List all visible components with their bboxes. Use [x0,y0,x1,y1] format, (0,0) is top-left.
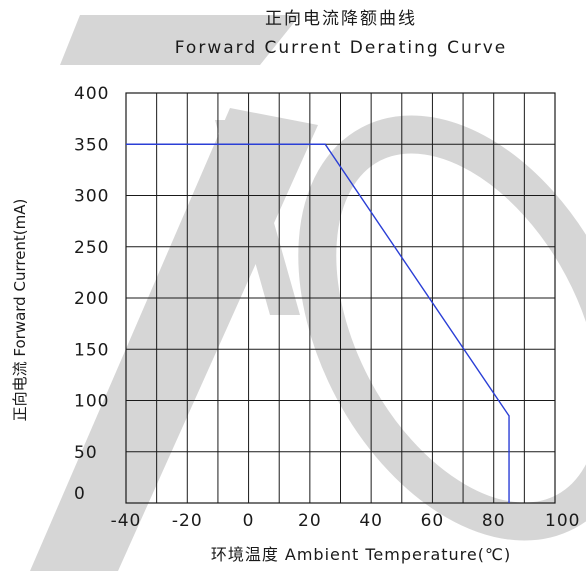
chart-subtitle: Forward Current Derating Curve [175,38,508,58]
x-tick-label: 20 [298,511,322,531]
watermark-stroke [60,15,300,65]
x-tick-labels: -40 -20 0 20 40 60 80 100 [111,511,580,531]
grid [125,92,556,504]
y-tick-label: 250 [74,238,109,258]
x-tick-label: 100 [545,511,580,531]
y-tick-labels: 0 50 100 150 200 250 300 350 400 [74,84,109,504]
watermark-logo [30,15,586,571]
plot-frame [125,92,556,504]
y-tick-label: 50 [74,443,98,463]
x-tick-label: 60 [421,511,445,531]
chart-title: 正向电流降额曲线 [265,9,417,29]
y-axis-label: 正向电流 Forward Current(mA) [11,199,29,422]
series-layer [126,143,510,503]
series-line [126,143,510,503]
x-tick-label: 40 [359,511,383,531]
y-tick-label: 0 [74,484,86,504]
y-tick-label: 100 [74,392,109,412]
y-tick-label: 350 [74,135,109,155]
watermark-ring [298,115,586,541]
x-tick-label: 80 [482,511,506,531]
x-tick-label: -20 [172,511,203,531]
y-tick-label: 400 [74,84,109,104]
x-axis-label: 环境温度 Ambient Temperature(℃) [211,545,511,564]
y-tick-label: 200 [74,289,109,309]
y-tick-label: 300 [74,187,109,207]
y-tick-label: 150 [74,340,109,360]
x-tick-label: -40 [111,511,142,531]
x-tick-label: 0 [243,511,255,531]
